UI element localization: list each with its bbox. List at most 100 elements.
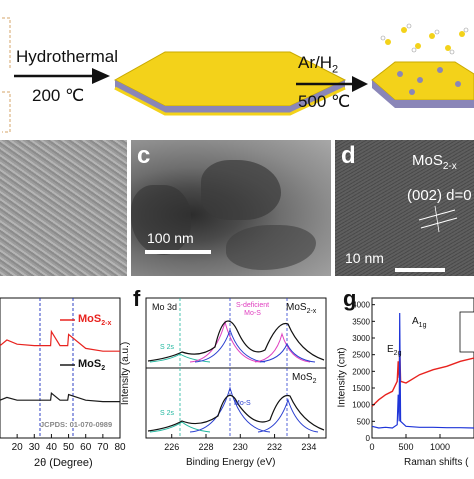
xps-bottom-sample-main: MoS [292, 372, 313, 383]
xps-bottom-envelope [147, 394, 325, 432]
raman-peak-e2g-sub: 2g [393, 350, 402, 357]
xrd-xtick-label: 30 [29, 442, 41, 453]
hrtem-title-sub: 2-x [442, 161, 457, 172]
xps-chart: 226 228 230 232 234 [145, 297, 327, 452]
raman-peak-a1g: A1g [412, 316, 426, 329]
tem-image: c 100 nm [131, 140, 331, 276]
raman-frame [371, 297, 474, 439]
xrd-xticks: 20 30 40 50 60 70 80 [12, 434, 126, 453]
xps-top-sample: MoS2-x [286, 302, 316, 315]
step2-label: Ar/H2 [298, 53, 338, 75]
xps-bottom-curves [147, 386, 325, 433]
xps-top-sample-main: MoS [286, 302, 307, 313]
raman-panel: g Intensity (cnt) 0 500 1000 1500 2000 2500 30… [337, 286, 474, 474]
step2-gas: Ar/H [298, 53, 332, 72]
xps-top-sample-sub: 2-x [306, 308, 317, 315]
xps-bottom-sample: MoS2 [292, 372, 316, 385]
xps-top-curves [147, 320, 325, 363]
xrd-chart: 20 30 40 50 60 70 80 [0, 297, 126, 453]
xps-panel: f Intensity (a.u.) 226 228 230 232 234 Mo 3d… [120, 286, 342, 474]
tem-flake-2 [226, 225, 316, 270]
hrtem-title-main: MoS [412, 152, 443, 169]
xps-ann-mos: Mo-S [234, 400, 251, 407]
raman-peak-e2g-main: E [387, 344, 394, 355]
raman-peak-a1g-sub: 1g [418, 322, 427, 329]
xps-top-envelope [147, 320, 325, 362]
step2-temperature: 500 ℃ [298, 92, 351, 111]
xps-xtick-label: 228 [198, 442, 213, 452]
xps-xtick-label: 230 [233, 442, 248, 452]
xrd-xtick-label: 20 [12, 442, 24, 453]
xrd-legend-mos2x-sub: 2-x [101, 320, 112, 328]
mos2-sheet-defective [371, 61, 474, 108]
hrtem-image: d MoS2-x (002) d=0 10 nm [335, 140, 474, 276]
panel-letter-d: d [341, 142, 356, 169]
raman-peak-e2g: E2g [387, 344, 401, 357]
raman-xticks: 0 500 1000 [369, 434, 450, 452]
raman-ytick-label: 3000 [352, 334, 370, 343]
raman-ytick-label: 0 [366, 434, 371, 443]
xps-xtick-label: 232 [267, 442, 282, 452]
xrd-panel: 20 30 40 50 60 70 80 MoS2-x MoS2 JCPDS: 01-070… [0, 292, 127, 474]
mos2-sheet-pristine [113, 51, 347, 116]
xrd-xlabel: 2θ (Degree) [34, 457, 93, 469]
xps-top-s2s [149, 353, 211, 363]
scheme-graphic [2, 17, 474, 133]
xrd-xtick-label: 60 [80, 442, 92, 453]
xps-top-blue-1 [194, 328, 266, 363]
xrd-series-mos2 [0, 392, 120, 403]
sem-image [0, 140, 127, 276]
xps-top-blue-2 [259, 342, 316, 363]
xrd-xtick-label: 50 [63, 442, 75, 453]
hrtem-plane-label: (002) d=0 [407, 187, 472, 204]
scheme-bracket [2, 17, 11, 133]
raman-ytick-label: 1000 [352, 401, 370, 410]
panel-letter-c: c [137, 142, 151, 169]
tem-flake-3 [131, 185, 191, 255]
raman-ytick-label: 2500 [352, 351, 370, 360]
raman-yticks: 0 500 1000 1500 2000 2500 3000 3500 4000 [352, 301, 375, 443]
xrd-xtick-label: 40 [46, 442, 58, 453]
xps-xlabel: Binding Energy (eV) [186, 457, 276, 468]
xps-ann-sdeficient: S-deficient Mo-S [236, 302, 269, 318]
xps-xtick-label: 226 [164, 442, 179, 452]
hrtem-title: MoS2-x [412, 152, 457, 172]
raman-xlabel: Raman shifts ( [404, 457, 469, 468]
xrd-legend-mos2x-main: MoS [78, 313, 102, 325]
h2s-molecules [380, 23, 469, 55]
raman-peak-a1g-main: A [412, 316, 419, 327]
raman-ytick-label: 3500 [352, 317, 370, 326]
step1-temperature: 200 ℃ [32, 86, 85, 105]
xrd-jcpds: JCPDS: 01-070-0989 [40, 420, 113, 429]
xrd-xtick-label: 80 [114, 442, 126, 453]
xrd-legend-mos2-main: MoS [78, 358, 102, 370]
scheme-arrow-1-head [92, 68, 110, 84]
xps-bottom-blue-2 [257, 398, 319, 433]
raman-chart: 0 500 1000 1500 2000 2500 3000 3500 4000 0 500 100… [352, 297, 474, 452]
xps-ann-s2s-top: S 2s [160, 344, 175, 351]
xrd-legend-mos2x: MoS2-x [78, 313, 111, 327]
xps-ann-sdeficient-line2: Mo-S [244, 310, 261, 317]
raman-ytick-label: 500 [357, 417, 371, 426]
raman-xtick-label: 0 [369, 442, 374, 452]
raman-series-blue [371, 312, 474, 429]
xps-xtick-label: 234 [301, 442, 316, 452]
xrd-legend-mos2-sub: 2 [101, 365, 106, 373]
xps-xticks: 226 228 230 232 234 [164, 434, 316, 452]
xps-region-label: Mo 3d [152, 302, 178, 312]
xps-ann-sdeficient-line1: S-deficient [236, 302, 270, 309]
panel-letter-g: g [343, 286, 357, 311]
raman-xtick-label: 500 [398, 442, 413, 452]
hrtem-scale-label: 10 nm [345, 250, 384, 266]
raman-ytick-label: 4000 [352, 301, 370, 310]
panel-letter-f: f [133, 286, 141, 311]
xps-bottom-s2s [149, 421, 211, 433]
hrtem-markers [418, 205, 458, 233]
xps-ann-s2s-bottom: S 2s [160, 410, 175, 417]
xps-bottom-sample-sub: 2 [312, 378, 317, 385]
step1-label: Hydrothermal [16, 47, 119, 66]
xrd-legend-mos2: MoS2 [78, 358, 105, 372]
tem-flake-1 [201, 160, 281, 220]
raman-inset [459, 311, 474, 353]
raman-ytick-label: 2000 [352, 367, 370, 376]
